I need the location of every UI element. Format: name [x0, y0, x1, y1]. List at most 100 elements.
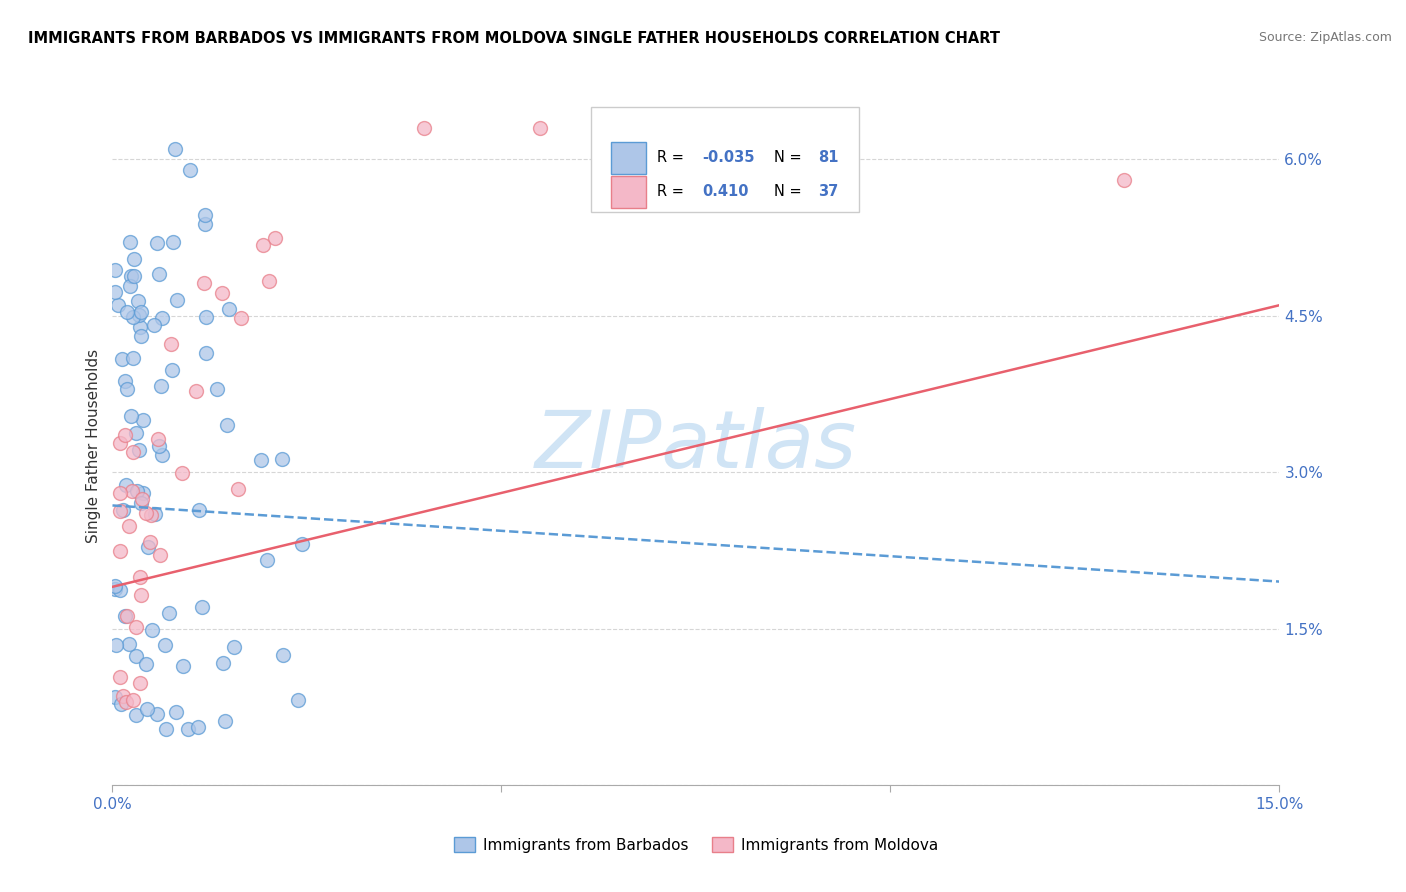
- Point: [112, 690, 135, 704]
- Point: [125, 708, 148, 723]
- Point: [110, 485, 132, 500]
- Point: [125, 649, 148, 664]
- Point: [132, 413, 155, 427]
- Point: [131, 329, 153, 343]
- Point: [214, 714, 236, 728]
- Text: 0.410: 0.410: [702, 185, 748, 199]
- Point: [152, 310, 174, 325]
- Point: [148, 267, 170, 281]
- Point: [110, 504, 132, 518]
- Point: [194, 208, 217, 222]
- Point: [166, 293, 188, 307]
- Point: [131, 492, 153, 507]
- Point: [127, 293, 149, 308]
- Point: [110, 436, 132, 450]
- Point: [162, 235, 184, 250]
- Point: [184, 384, 207, 398]
- Point: [193, 277, 215, 291]
- Point: [128, 675, 150, 690]
- Text: N =: N =: [775, 185, 807, 199]
- Point: [131, 304, 153, 318]
- Point: [177, 722, 200, 736]
- Point: [165, 705, 187, 719]
- Text: -0.035: -0.035: [702, 151, 754, 165]
- Point: [160, 362, 183, 376]
- Point: [211, 286, 233, 301]
- Point: [529, 120, 551, 135]
- Point: [215, 417, 238, 432]
- Point: [191, 599, 214, 614]
- Text: R =: R =: [658, 185, 689, 199]
- FancyBboxPatch shape: [591, 107, 859, 212]
- Point: [125, 425, 148, 440]
- Point: [194, 346, 217, 360]
- Point: [114, 609, 136, 624]
- Point: [226, 482, 249, 496]
- Point: [115, 382, 138, 396]
- Point: [110, 670, 132, 684]
- Point: [229, 310, 252, 325]
- Point: [129, 495, 152, 509]
- Point: [141, 623, 163, 637]
- Point: [170, 467, 193, 481]
- Point: [290, 537, 312, 551]
- Bar: [610, 142, 645, 174]
- Point: [114, 428, 136, 442]
- Bar: [610, 176, 645, 208]
- Point: [114, 694, 136, 708]
- Point: [107, 297, 129, 311]
- Point: [153, 638, 176, 652]
- Point: [145, 507, 167, 521]
- Point: [194, 217, 217, 231]
- Text: Source: ZipAtlas.com: Source: ZipAtlas.com: [1258, 31, 1392, 45]
- Point: [110, 697, 132, 711]
- Point: [145, 236, 167, 251]
- Point: [104, 285, 127, 299]
- Point: [118, 637, 141, 651]
- Point: [250, 453, 273, 467]
- Point: [110, 582, 132, 597]
- Point: [212, 656, 235, 670]
- Point: [148, 433, 170, 447]
- Point: [110, 544, 132, 558]
- Y-axis label: Single Father Households: Single Father Households: [86, 349, 101, 543]
- Point: [104, 263, 127, 277]
- Point: [252, 238, 274, 252]
- Point: [685, 120, 707, 135]
- Point: [114, 374, 136, 388]
- Point: [128, 309, 150, 323]
- Point: [115, 609, 138, 624]
- Point: [218, 301, 240, 316]
- Point: [172, 659, 194, 673]
- Point: [148, 439, 170, 453]
- Legend: Immigrants from Barbados, Immigrants from Moldova: Immigrants from Barbados, Immigrants fro…: [449, 831, 943, 859]
- Point: [136, 702, 159, 716]
- Point: [121, 483, 143, 498]
- Point: [273, 648, 295, 662]
- Point: [205, 382, 228, 396]
- Point: [149, 379, 172, 393]
- Point: [139, 535, 162, 549]
- Point: [179, 162, 201, 177]
- Point: [114, 477, 136, 491]
- Point: [122, 252, 145, 266]
- Point: [271, 452, 294, 467]
- Point: [149, 548, 172, 562]
- Point: [150, 448, 173, 462]
- Point: [1112, 173, 1135, 187]
- Point: [104, 690, 127, 704]
- Point: [188, 503, 211, 517]
- Point: [135, 657, 157, 671]
- Point: [136, 540, 159, 554]
- Point: [104, 579, 127, 593]
- Point: [118, 518, 141, 533]
- Point: [115, 304, 138, 318]
- Point: [121, 445, 143, 459]
- Point: [131, 485, 153, 500]
- Point: [155, 722, 177, 736]
- Text: ZIPatlas: ZIPatlas: [534, 407, 858, 485]
- Text: 37: 37: [818, 185, 839, 199]
- Point: [139, 508, 162, 522]
- Point: [122, 268, 145, 283]
- Point: [160, 337, 183, 351]
